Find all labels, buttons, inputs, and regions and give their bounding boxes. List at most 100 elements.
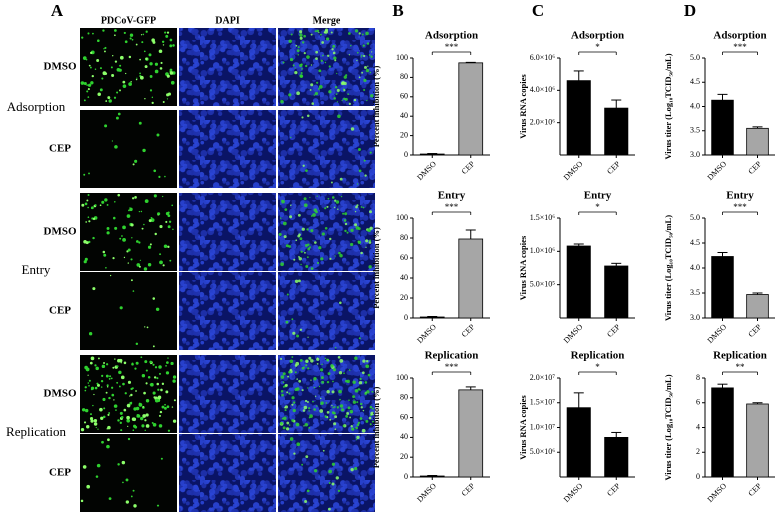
- gfp-cell: [336, 101, 339, 103]
- gfp-cell: [130, 81, 132, 83]
- gfp-cell: [303, 366, 305, 369]
- column-header: PDCoV-GFP: [101, 15, 156, 26]
- gfp-cell: [172, 379, 176, 383]
- gfp-cell: [357, 227, 361, 231]
- gfp-cell: [369, 423, 372, 426]
- y-tick-label: 4.5: [690, 77, 700, 86]
- gfp-cell: [363, 54, 366, 58]
- gfp-cell: [354, 389, 359, 393]
- gfp-cell: [87, 32, 90, 35]
- gfp-cell: [298, 257, 302, 261]
- gfp-cell: [131, 38, 134, 41]
- gfp-cell: [90, 419, 94, 423]
- gfp-cell: [159, 224, 163, 229]
- gfp-cell: [360, 56, 363, 58]
- y-tick-label: 40: [400, 432, 408, 441]
- y-tick-label: 40: [400, 273, 408, 282]
- gfp-cell: [123, 256, 126, 259]
- gfp-cell: [308, 407, 311, 410]
- gfp-cell: [350, 425, 353, 428]
- gfp-cell: [133, 504, 137, 508]
- gfp-cell: [101, 374, 104, 377]
- gfp-cell: [153, 396, 156, 399]
- x-tick-label: CEP: [460, 322, 477, 339]
- gfp-cell: [102, 397, 106, 402]
- gfp-cell: [350, 127, 355, 131]
- gfp-cell: [354, 223, 358, 227]
- y-tick-label: 2: [696, 447, 700, 456]
- gfp-cell: [332, 380, 334, 383]
- gfp-cell: [104, 198, 108, 202]
- gfp-cell: [344, 212, 348, 216]
- gfp-cell: [296, 442, 301, 447]
- gfp-cell: [156, 377, 159, 380]
- gfp-cell: [96, 59, 100, 62]
- gfp-cell: [365, 359, 369, 363]
- y-tick-label: 6.0×10⁶: [530, 53, 556, 62]
- bar: [746, 294, 769, 319]
- gfp-cell: [145, 413, 149, 417]
- gfp-cell: [301, 41, 305, 44]
- gfp-cell: [280, 421, 283, 425]
- gfp-cell: [107, 96, 111, 100]
- gfp-cell: [133, 424, 137, 428]
- gfp-cell: [299, 36, 303, 40]
- gfp-cell: [87, 216, 90, 219]
- gfp-cell: [145, 30, 148, 33]
- column-header: Merge: [313, 15, 341, 26]
- gfp-cell: [144, 326, 146, 328]
- gfp-cell: [320, 376, 324, 380]
- micrograph: [179, 355, 276, 433]
- gfp-cell: [337, 208, 339, 210]
- gfp-cell: [159, 253, 162, 256]
- gfp-cell: [347, 93, 350, 95]
- gfp-cell: [122, 84, 127, 88]
- gfp-cell: [282, 426, 286, 430]
- gfp-cell: [362, 359, 366, 363]
- gfp-cell: [365, 31, 369, 36]
- gfp-cell: [353, 98, 357, 102]
- gfp-cell: [370, 55, 373, 58]
- gfp-cell: [309, 196, 311, 199]
- gfp-cell: [138, 211, 141, 213]
- micrograph: [179, 193, 276, 271]
- gfp-cell: [96, 39, 100, 43]
- y-tick-label: 100: [396, 373, 408, 382]
- gfp-cell: [95, 475, 99, 478]
- gfp-cell: [305, 265, 309, 269]
- gfp-cell: [108, 412, 111, 415]
- significance: **: [736, 362, 746, 372]
- gfp-cell: [366, 390, 370, 394]
- gfp-cell: [335, 93, 338, 95]
- gfp-cell: [326, 380, 330, 384]
- gfp-cell: [282, 381, 285, 384]
- gfp-cell: [145, 424, 150, 428]
- gfp-cell: [167, 245, 170, 249]
- gfp-cell: [121, 460, 126, 465]
- gfp-cell: [324, 226, 328, 230]
- gfp-cell: [118, 370, 122, 375]
- gfp-cell: [166, 405, 170, 409]
- gfp-cell: [356, 204, 359, 207]
- gfp-cell: [318, 85, 323, 89]
- gfp-cell: [330, 181, 333, 184]
- gfp-cell: [365, 246, 367, 248]
- y-tick-label: 3.0: [690, 150, 700, 159]
- y-axis-label: Virus titer (Log₁₀TCID₅₀/mL): [663, 374, 673, 480]
- bar: [711, 99, 734, 156]
- gfp-cell: [119, 64, 122, 67]
- gfp-cell: [111, 386, 114, 389]
- gfp-cell: [145, 369, 148, 372]
- gfp-cell: [145, 382, 148, 385]
- gfp-cell: [149, 89, 153, 92]
- gfp-cell: [139, 58, 141, 61]
- chart-title: Entry: [584, 190, 612, 202]
- gfp-cell: [169, 38, 173, 42]
- gfp-cell: [141, 374, 146, 378]
- gfp-cell: [126, 415, 130, 420]
- gfp-cell: [306, 256, 309, 259]
- gfp-cell: [313, 94, 316, 96]
- gfp-cell: [105, 374, 109, 378]
- gfp-cell: [95, 426, 97, 429]
- gfp-cell: [306, 228, 309, 231]
